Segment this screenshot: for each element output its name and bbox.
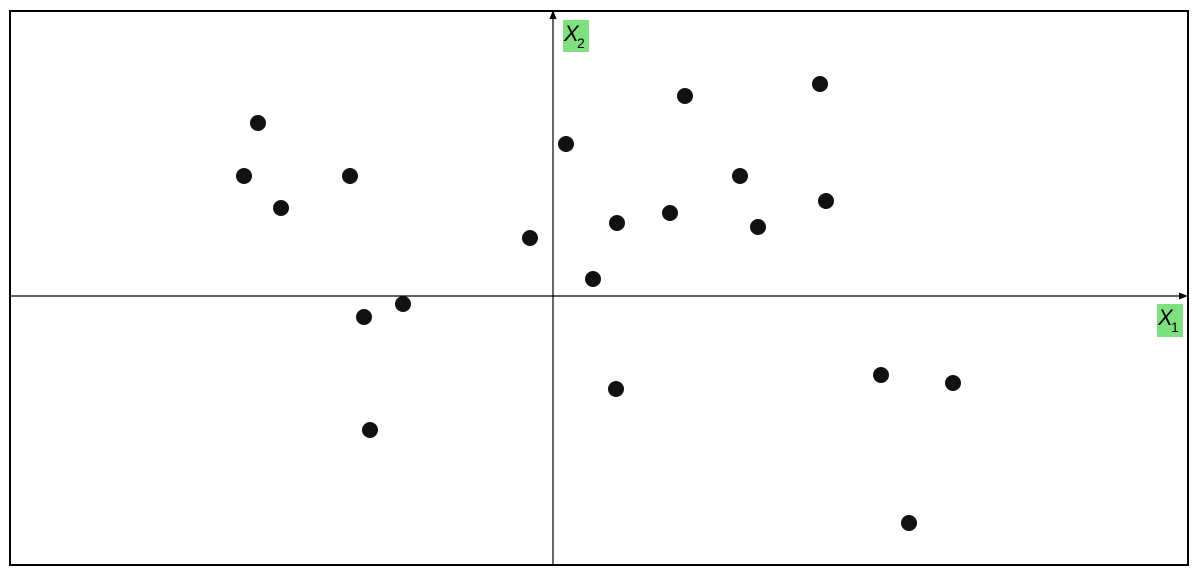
point-15 [356, 309, 372, 325]
point-8 [812, 76, 828, 92]
scatter-points [236, 76, 961, 531]
point-7 [677, 88, 693, 104]
point-13 [750, 219, 766, 235]
point-3 [273, 200, 289, 216]
y-axis-label-subscript: 2 [577, 35, 585, 51]
point-19 [873, 367, 889, 383]
x-axis-label-subscript: 1 [1171, 319, 1179, 335]
x-axis-label-highlight [1157, 304, 1183, 337]
x-axis-arrowhead [1179, 292, 1188, 300]
point-2 [236, 168, 252, 184]
x-axis-label-variable: X [1157, 305, 1174, 330]
y-axis-label-variable: X [563, 21, 580, 46]
point-18 [608, 381, 624, 397]
point-9 [732, 168, 748, 184]
point-12 [662, 205, 678, 221]
y-axis-arrowhead [549, 10, 557, 19]
point-14 [585, 271, 601, 287]
point-1 [250, 115, 266, 131]
point-20 [945, 375, 961, 391]
y-axis-label-highlight [563, 20, 589, 52]
plot-frame [9, 10, 1189, 566]
point-16 [395, 296, 411, 312]
point-17 [362, 422, 378, 438]
point-21 [901, 515, 917, 531]
point-10 [818, 193, 834, 209]
x-axis-label: X 1 [1157, 304, 1183, 337]
point-6 [558, 136, 574, 152]
y-axis-label: X 2 [563, 20, 589, 52]
point-11 [609, 215, 625, 231]
point-5 [522, 230, 538, 246]
point-4 [342, 168, 358, 184]
